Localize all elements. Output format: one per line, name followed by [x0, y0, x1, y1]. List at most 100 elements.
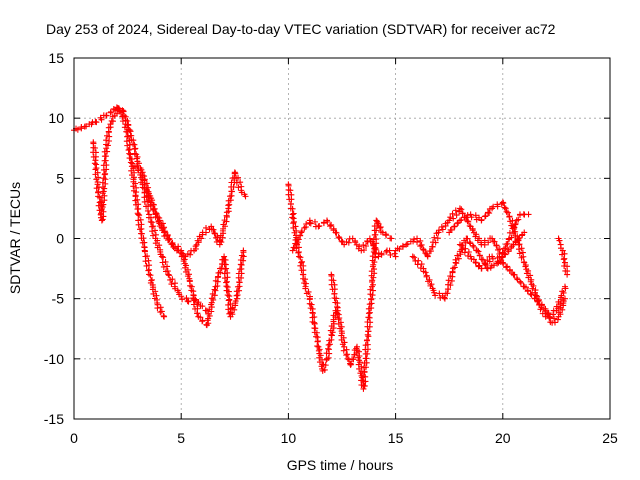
data-point: [166, 235, 173, 242]
data-point: [217, 265, 224, 272]
data-point: [417, 265, 424, 272]
data-point: [532, 292, 539, 299]
y-axis-label: SDTVAR / TECUs: [7, 182, 23, 294]
data-marks: [71, 104, 571, 392]
data-point: [365, 305, 372, 312]
data-point: [211, 230, 218, 237]
data-point: [328, 221, 335, 228]
data-point: [448, 226, 455, 233]
data-point: [464, 218, 471, 225]
data-point: [379, 229, 386, 236]
data-point: [338, 238, 345, 245]
data-point: [375, 220, 382, 227]
data-point: [466, 239, 473, 246]
series-group: [392, 205, 528, 260]
data-point: [237, 256, 244, 263]
data-point: [135, 211, 142, 218]
data-point: [423, 273, 430, 280]
data-point: [314, 343, 321, 350]
data-point: [465, 249, 472, 256]
data-point: [353, 350, 360, 357]
data-point: [158, 253, 165, 260]
data-point: [366, 235, 373, 242]
data-point: [559, 247, 566, 254]
data-point: [98, 116, 105, 123]
data-point: [528, 291, 535, 298]
data-point: [553, 303, 560, 310]
data-point: [289, 214, 296, 221]
data-point: [307, 305, 314, 312]
data-point: [190, 291, 197, 298]
data-point: [345, 239, 352, 246]
data-point: [499, 250, 506, 257]
data-point: [235, 174, 242, 181]
data-point: [125, 147, 132, 154]
data-point: [454, 252, 461, 259]
data-point: [133, 163, 140, 170]
data-point: [116, 105, 123, 112]
data-point: [550, 311, 557, 318]
data-point: [382, 231, 389, 238]
data-point: [168, 281, 175, 288]
data-point: [133, 155, 140, 162]
data-point: [234, 292, 241, 299]
data-point: [511, 228, 518, 235]
data-point: [324, 218, 331, 225]
x-tick-label: 10: [281, 430, 297, 446]
data-point: [313, 333, 320, 340]
data-point: [371, 245, 378, 252]
data-point: [92, 171, 99, 178]
data-point: [490, 262, 497, 269]
data-point: [215, 269, 222, 276]
data-point: [99, 204, 106, 211]
data-point: [453, 260, 460, 267]
data-point: [518, 232, 525, 239]
data-point: [422, 269, 429, 276]
data-point: [226, 296, 233, 303]
data-point: [371, 223, 378, 230]
series-group: [71, 104, 210, 314]
data-point: [232, 170, 239, 177]
data-point: [298, 259, 305, 266]
data-point: [314, 337, 321, 344]
data-point: [311, 218, 318, 225]
data-point: [298, 229, 305, 236]
data-point: [386, 247, 393, 254]
data-point: [456, 241, 463, 248]
data-point: [126, 155, 133, 162]
y-tick-label: 0: [56, 231, 64, 247]
data-point: [214, 274, 221, 281]
data-point: [145, 267, 152, 274]
data-point: [475, 248, 482, 255]
data-point: [221, 217, 228, 224]
data-point: [527, 290, 534, 297]
data-point: [372, 244, 379, 251]
data-point: [500, 260, 507, 267]
data-point: [291, 218, 298, 225]
data-point: [466, 222, 473, 229]
x-axis-label: GPS time / hours: [287, 457, 394, 473]
data-point: [147, 218, 154, 225]
chart-title: Day 253 of 2024, Sidereal Day-to-day VTE…: [46, 21, 556, 37]
data-point: [338, 336, 345, 343]
data-point: [132, 145, 139, 152]
data-point: [335, 233, 342, 240]
data-point: [411, 236, 418, 243]
data-point: [309, 309, 316, 316]
data-point: [455, 255, 462, 262]
data-point: [450, 265, 457, 272]
data-point: [147, 272, 154, 279]
data-point: [208, 223, 215, 230]
data-point: [372, 250, 379, 257]
data-point: [225, 197, 232, 204]
data-point: [326, 341, 333, 348]
data-point: [478, 265, 485, 272]
data-point: [513, 275, 520, 282]
data-point: [136, 212, 143, 219]
data-point: [94, 181, 101, 188]
data-point: [179, 296, 186, 303]
data-point: [291, 229, 298, 236]
y-tick-label: 5: [56, 170, 64, 186]
data-point: [105, 124, 112, 131]
data-point: [465, 218, 472, 225]
